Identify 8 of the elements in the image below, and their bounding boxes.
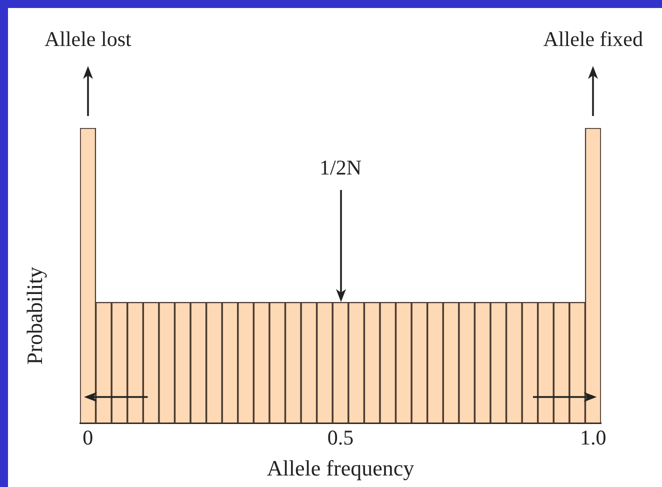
x-tick-label: 1.0 <box>580 426 606 450</box>
text: Allele fixed <box>543 27 644 51</box>
annotation: 1/2N <box>320 155 362 180</box>
x-axis-title: Allele frequency <box>266 456 414 481</box>
y-axis-title: Probability <box>22 266 47 365</box>
x-tick-label: 0 <box>82 426 94 450</box>
text: Allele lost <box>44 27 132 51</box>
x-tick-label: 0.5 <box>327 426 354 450</box>
